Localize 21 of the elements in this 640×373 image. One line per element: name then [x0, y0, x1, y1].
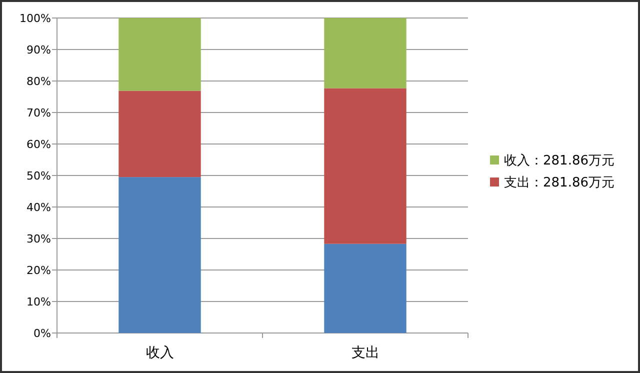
y-tick-label: 20%	[26, 264, 51, 277]
bar	[324, 244, 406, 333]
y-tick-label: 10%	[26, 296, 51, 308]
bar	[118, 90, 201, 178]
y-tick-label: 40%	[26, 201, 51, 214]
x-tick-label: 支出	[351, 345, 380, 361]
bar	[324, 88, 406, 244]
legend-label: 收入：281.86万元	[504, 154, 614, 168]
y-tick-label: 100%	[20, 12, 51, 25]
bar	[324, 18, 406, 88]
bar	[118, 177, 201, 333]
x-tick-label: 收入	[146, 345, 174, 361]
y-tick-label: 50%	[26, 170, 51, 182]
y-tick-label: 90%	[26, 44, 51, 56]
y-tick-label: 70%	[26, 106, 51, 120]
y-tick-label: 80%	[26, 75, 51, 88]
y-tick-label: 60%	[26, 138, 51, 151]
legend-label: 支出：281.86万元	[504, 176, 614, 190]
bar	[118, 18, 201, 91]
y-tick-label: 30%	[26, 232, 51, 246]
y-tick-label: 0%	[34, 327, 51, 340]
